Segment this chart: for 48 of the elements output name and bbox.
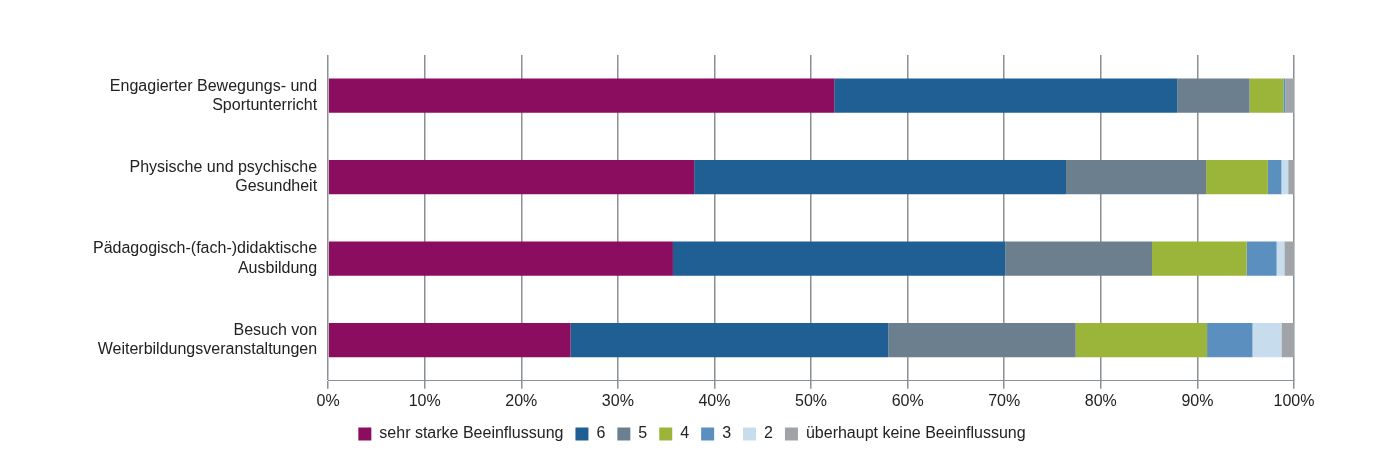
bar xyxy=(888,322,1076,358)
bar xyxy=(1152,241,1247,276)
bar xyxy=(1066,160,1207,195)
bar xyxy=(1075,322,1208,358)
bar xyxy=(1249,78,1284,113)
y-tick-label: Engagierter Bewegungs- und Sportunterricht xyxy=(109,76,318,113)
y-tick-label: Physische und psychische Gesundheit xyxy=(129,157,318,195)
bar xyxy=(1267,160,1282,195)
bar xyxy=(328,241,673,276)
bar xyxy=(1177,78,1250,113)
bar xyxy=(570,322,889,358)
x-tick-label: 20% xyxy=(505,391,538,409)
bar xyxy=(1276,241,1285,276)
y-tick-label: Pädagogisch-(fach-)didaktische Ausbildung xyxy=(92,239,318,276)
y-tick-label: Besuch von Weiterbildungsveranstaltungen xyxy=(97,320,318,358)
x-tick-label: 50% xyxy=(795,391,828,409)
x-tick-label: 100% xyxy=(1273,391,1315,409)
x-tick-label: 30% xyxy=(601,391,634,409)
x-tick-label: 80% xyxy=(1084,391,1117,409)
legend-label: 6 xyxy=(596,424,606,442)
bar xyxy=(1207,322,1253,358)
bar xyxy=(328,160,695,195)
bar xyxy=(328,322,571,358)
legend-label: sehr starke Beeinflussung xyxy=(379,424,564,442)
x-tick-label: 60% xyxy=(891,391,924,409)
bar xyxy=(834,78,1178,113)
bar xyxy=(1288,160,1294,195)
bar xyxy=(1281,160,1289,195)
legend-label: überhaupt keine Beeinflussung xyxy=(805,424,1026,442)
x-tick-label: 40% xyxy=(698,391,731,409)
x-tick-label: 10% xyxy=(408,391,441,409)
bar xyxy=(1252,322,1282,358)
legend-label: 2 xyxy=(764,424,774,442)
legend-label: 3 xyxy=(722,424,732,442)
bar xyxy=(328,78,835,113)
x-tick-label: 0% xyxy=(316,391,340,409)
legend-label: 4 xyxy=(680,424,690,442)
bar xyxy=(1246,241,1277,276)
bar xyxy=(694,160,1067,195)
bar xyxy=(1285,78,1294,113)
bar xyxy=(672,241,1006,276)
bar xyxy=(1005,241,1153,276)
x-tick-label: 70% xyxy=(988,391,1021,409)
x-tick-label: 90% xyxy=(1181,391,1214,409)
bar xyxy=(1281,322,1294,358)
legend-label: 5 xyxy=(638,424,648,442)
bar xyxy=(1206,160,1268,195)
bar xyxy=(1284,241,1294,276)
